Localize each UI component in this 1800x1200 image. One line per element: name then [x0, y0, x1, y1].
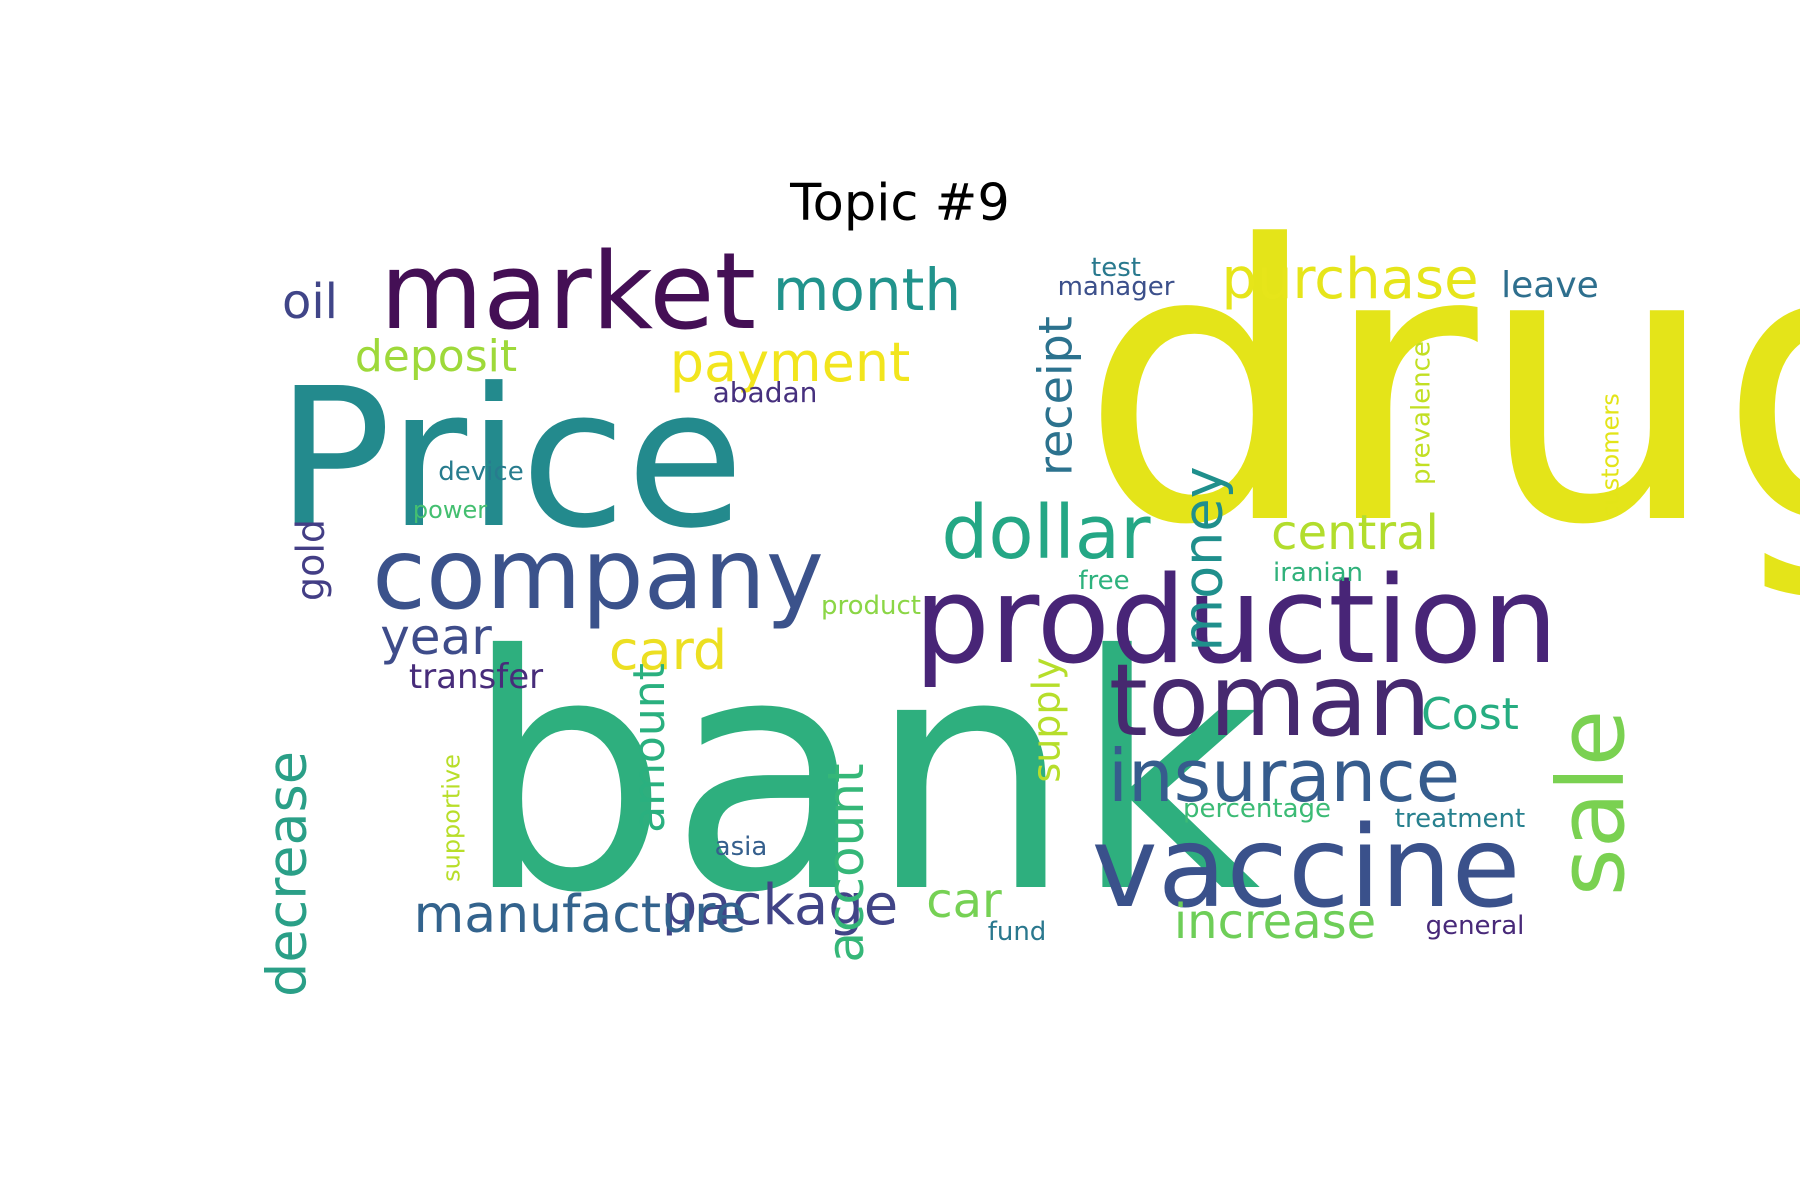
word-oil: oil	[282, 274, 338, 330]
word-transfer: transfer	[409, 657, 543, 697]
word-supply: supply	[1025, 657, 1069, 782]
word-package: package	[662, 873, 898, 938]
word-abadan: abadan	[713, 376, 818, 409]
word-card: card	[609, 619, 727, 682]
word-production: production	[914, 552, 1558, 691]
word-leave: leave	[1501, 265, 1599, 306]
word-increase: increase	[1174, 894, 1376, 950]
word-manufacture: manufacture	[414, 885, 747, 945]
word-treatment: treatment	[1395, 804, 1525, 834]
word-iranian: iranian	[1273, 558, 1363, 588]
word-asia: asia	[715, 832, 768, 862]
word-receipt: receipt	[1029, 316, 1083, 476]
word-year: year	[380, 608, 492, 666]
word-cost: Cost	[1421, 689, 1519, 740]
word-percentage: percentage	[1183, 794, 1331, 824]
word-purchase: purchase	[1221, 247, 1478, 312]
word-toman: toman	[1109, 642, 1431, 759]
word-company: company	[372, 518, 824, 632]
word-account: account	[817, 763, 875, 962]
chart-title: Topic #9	[790, 174, 1010, 233]
word-decrease: decrease	[255, 751, 318, 997]
word-general: general	[1426, 911, 1525, 941]
word-deposit: deposit	[355, 331, 517, 382]
word-sale: sale	[1538, 710, 1645, 896]
word-dollar: dollar	[941, 490, 1151, 576]
word-payment: payment	[670, 331, 911, 394]
word-product: product	[821, 591, 921, 621]
word-manager: manager	[1058, 272, 1175, 302]
word-test: test	[1091, 253, 1141, 283]
word-gold: gold	[289, 519, 333, 601]
word-month: month	[773, 256, 961, 324]
word-amount: amount	[624, 663, 675, 833]
word-market: market	[380, 230, 756, 353]
word-prevalence: prevalence	[1406, 341, 1436, 485]
word-central: central	[1271, 505, 1439, 561]
word-power: power	[413, 496, 487, 524]
word-car: car	[926, 873, 1002, 929]
word-price: Price	[276, 348, 744, 571]
word-customers: customers	[1597, 393, 1625, 519]
word-free: free	[1078, 566, 1129, 596]
word-supportive: supportive	[438, 754, 466, 882]
word-insurance: insurance	[1108, 734, 1460, 818]
word-device: device	[438, 457, 523, 487]
word-bank: bank	[463, 587, 1260, 964]
word-money: money	[1171, 466, 1234, 651]
word-fund: fund	[988, 917, 1047, 947]
word-vaccine: vaccine	[1091, 803, 1520, 933]
word-drug: drug	[1080, 165, 1800, 608]
